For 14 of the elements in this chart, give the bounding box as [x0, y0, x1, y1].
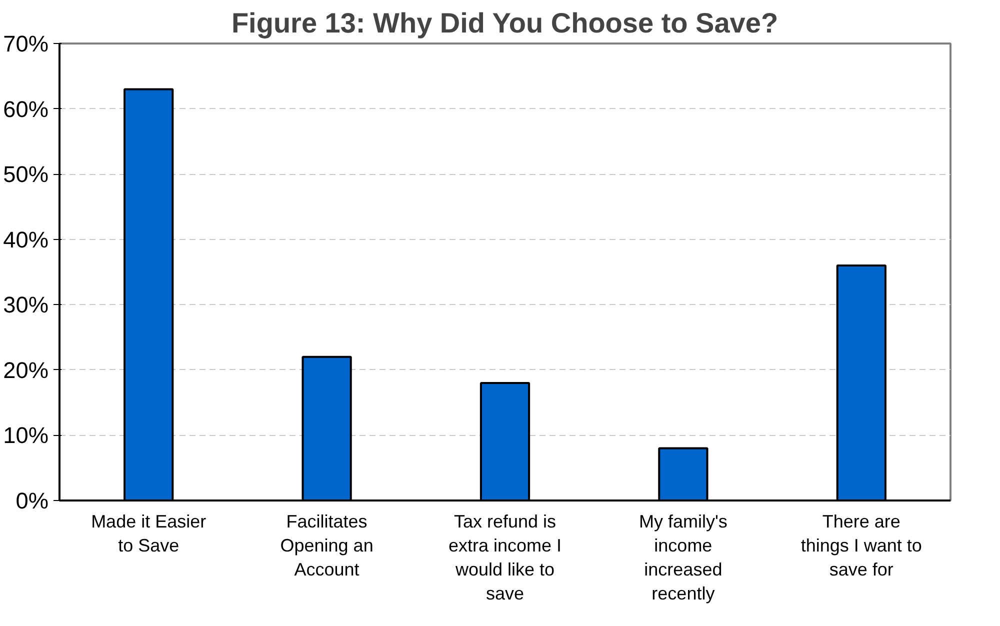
x-tick-label: Made it Easier to Save: [91, 512, 206, 556]
y-tick-label: 50%: [3, 161, 49, 188]
y-tick-label: 70%: [3, 30, 49, 56]
y-tick-label: 0%: [16, 488, 49, 514]
y-tick-label: 20%: [3, 356, 49, 383]
chart-title: Figure 13: Why Did You Choose to Save?: [231, 8, 778, 38]
y-tick-label: 60%: [3, 96, 49, 122]
x-tick-label: There are things I want to save for: [800, 512, 922, 580]
y-tick-label: 10%: [3, 422, 49, 448]
x-tick-label: Facilitates Opening an Account: [280, 512, 374, 580]
y-tick-label: 40%: [3, 226, 49, 252]
y-tick-label: 30%: [3, 292, 49, 318]
x-tick-label: Tax refund is extra income I would like to save: [448, 512, 562, 604]
x-tick-label: My family's income increased recently: [638, 512, 728, 604]
